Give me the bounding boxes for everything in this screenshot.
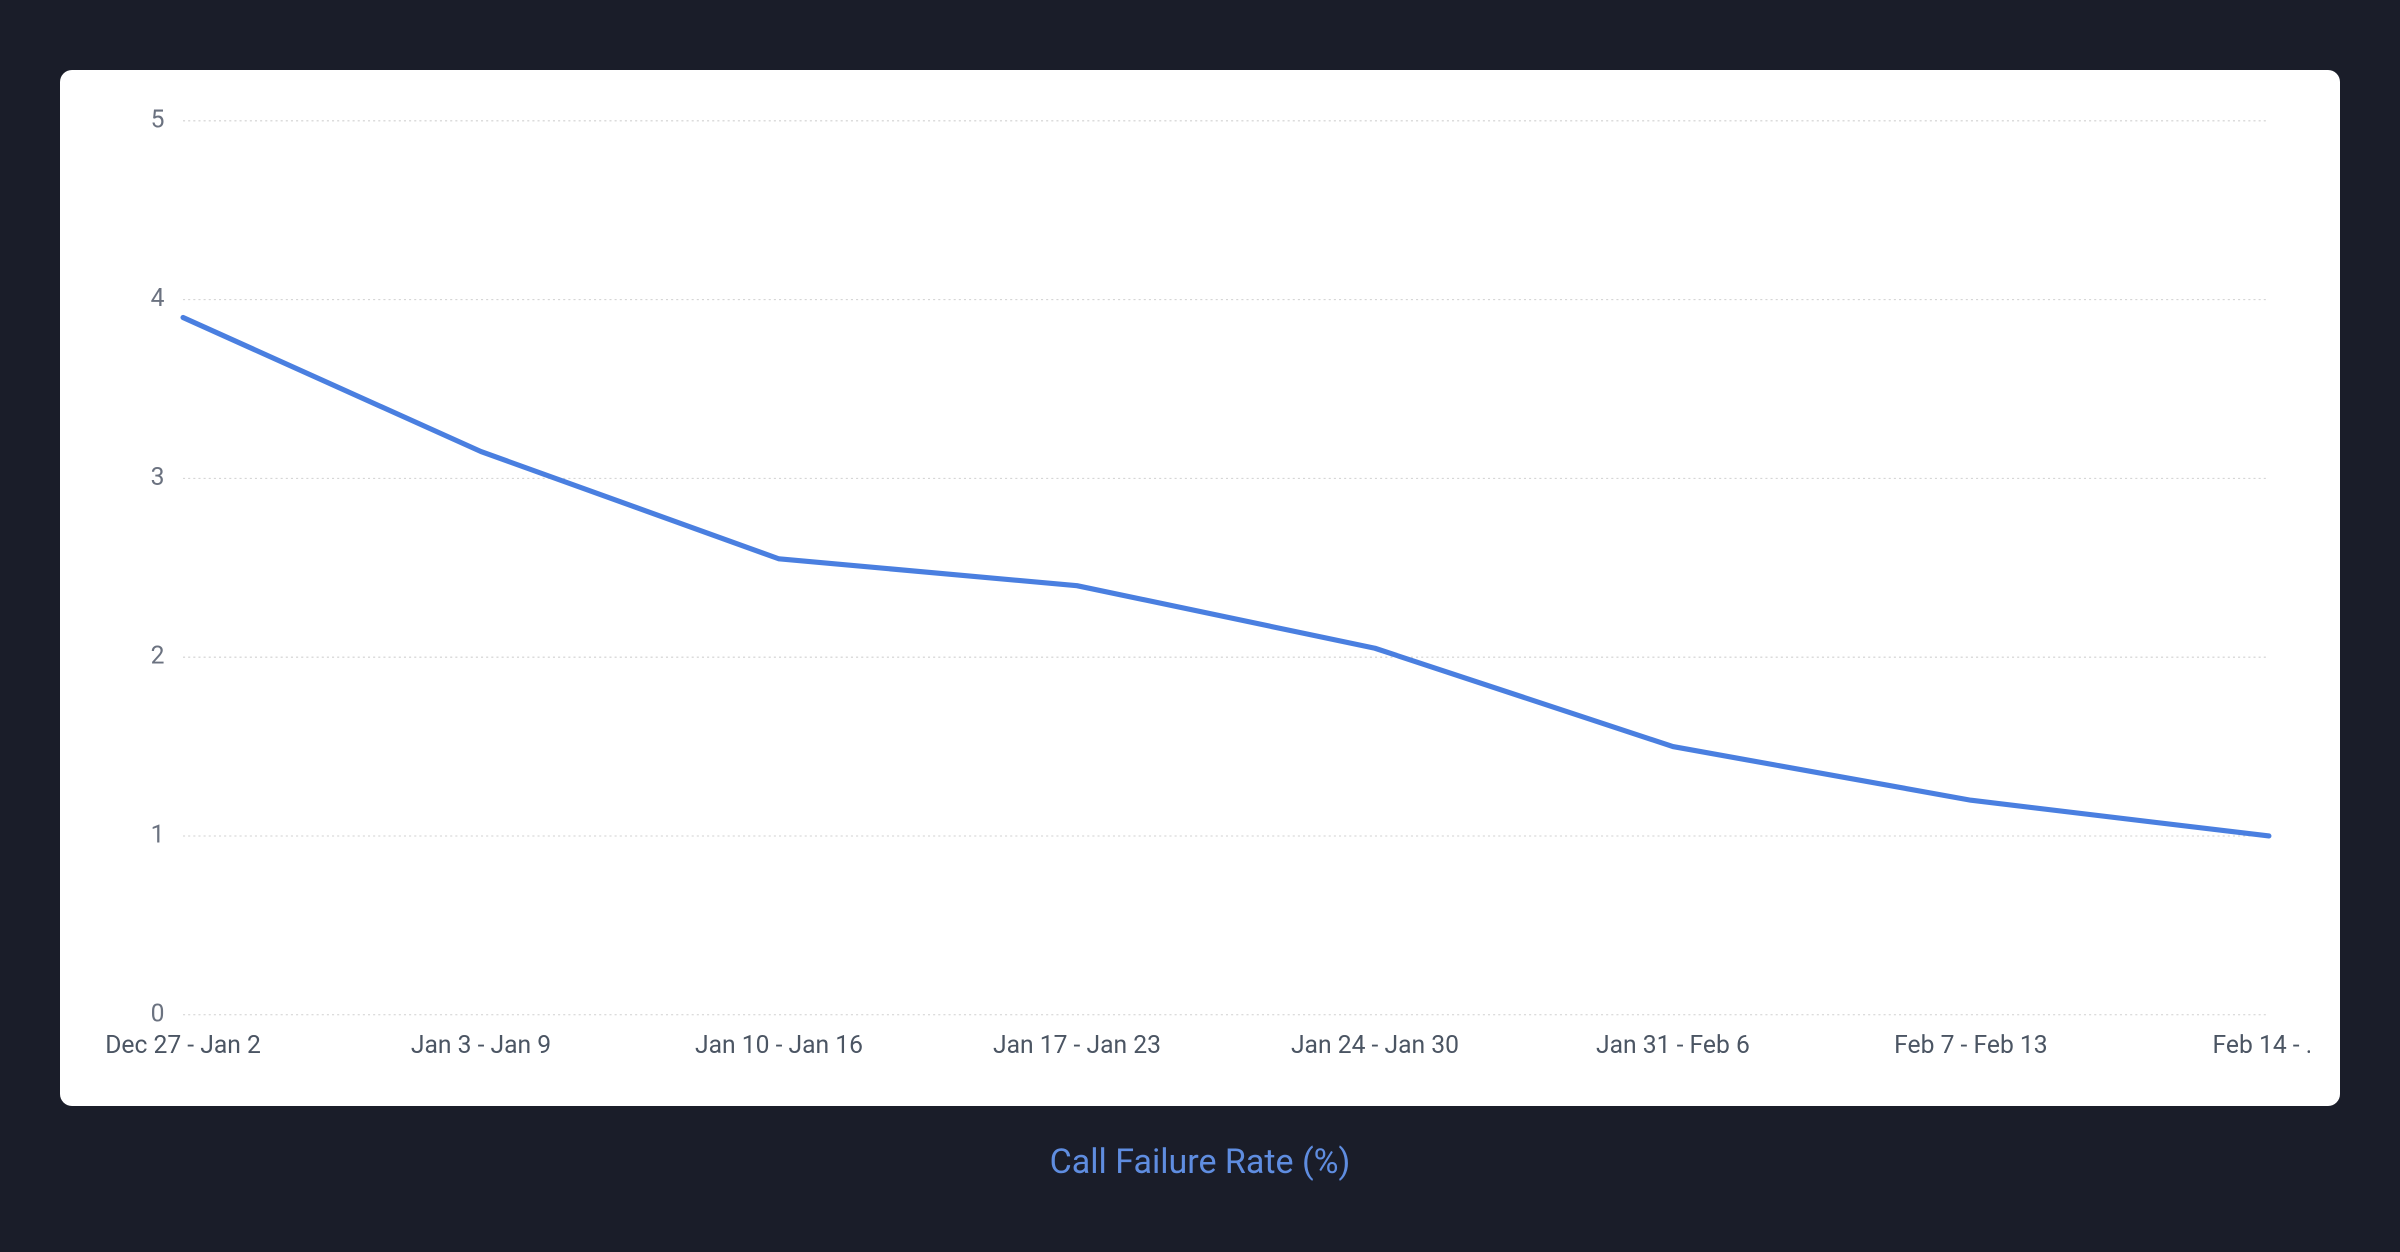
x-tick-label: Jan 3 - Jan 9	[411, 1030, 551, 1059]
x-tick-label: Feb 7 - Feb 13	[1894, 1030, 2047, 1059]
line-chart-svg: 0 1 2 3 4 5 Dec 27 - Jan 2 Jan 3 - Jan 9 Jan 10 …	[70, 90, 2310, 1097]
x-tick-label: Dec 27 - Jan 2	[105, 1030, 261, 1059]
x-tick-label: Jan 10 - Jan 16	[695, 1030, 863, 1059]
x-tick-label: Jan 17 - Jan 23	[993, 1030, 1161, 1059]
y-tick-label: 4	[151, 284, 165, 313]
y-tick-label: 5	[151, 105, 165, 134]
chart-caption: Call Failure Rate (%)	[1050, 1142, 1351, 1182]
x-tick-label: Feb 14 - ...	[2213, 1030, 2310, 1059]
x-tick-label: Jan 24 - Jan 30	[1291, 1030, 1459, 1059]
y-tick-label: 3	[151, 462, 165, 491]
x-tick-label: Jan 31 - Feb 6	[1596, 1030, 1750, 1059]
y-tick-label: 1	[151, 820, 165, 849]
chart-plot-area: 0 1 2 3 4 5 Dec 27 - Jan 2 Jan 3 - Jan 9 Jan 10 …	[70, 90, 2310, 1097]
y-tick-label: 0	[151, 999, 165, 1028]
y-tick-label: 2	[151, 641, 165, 670]
chart-card: 0 1 2 3 4 5 Dec 27 - Jan 2 Jan 3 - Jan 9 Jan 10 …	[60, 70, 2340, 1107]
series-line	[183, 317, 2269, 835]
